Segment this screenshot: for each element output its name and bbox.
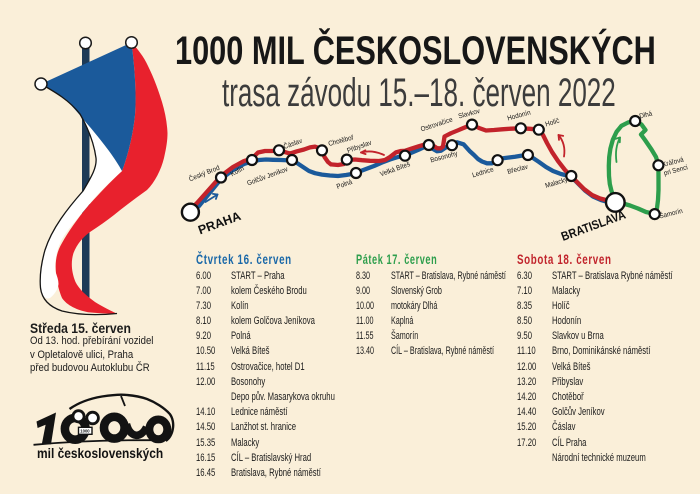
svg-text:Šamorín: Šamorín bbox=[658, 206, 684, 221]
svg-text:Ostrovačice: Ostrovačice bbox=[420, 116, 454, 133]
svg-text:Lednice: Lednice bbox=[471, 166, 494, 180]
svg-text:Polná: Polná bbox=[336, 178, 354, 191]
svg-text:1000: 1000 bbox=[80, 429, 90, 434]
svg-text:Dlhá: Dlhá bbox=[639, 110, 654, 120]
svg-text:Holíč: Holíč bbox=[545, 117, 561, 128]
svg-text:Bosonohy: Bosonohy bbox=[430, 150, 460, 165]
svg-text:Malacky: Malacky bbox=[544, 176, 569, 190]
svg-text:Břeclav: Břeclav bbox=[507, 163, 530, 176]
svg-text:BRATISLAVA: BRATISLAVA bbox=[559, 208, 628, 244]
svg-text:Golčův Jeníkov: Golčův Jeníkov bbox=[246, 165, 290, 188]
svg-text:PRAHA: PRAHA bbox=[196, 209, 243, 237]
